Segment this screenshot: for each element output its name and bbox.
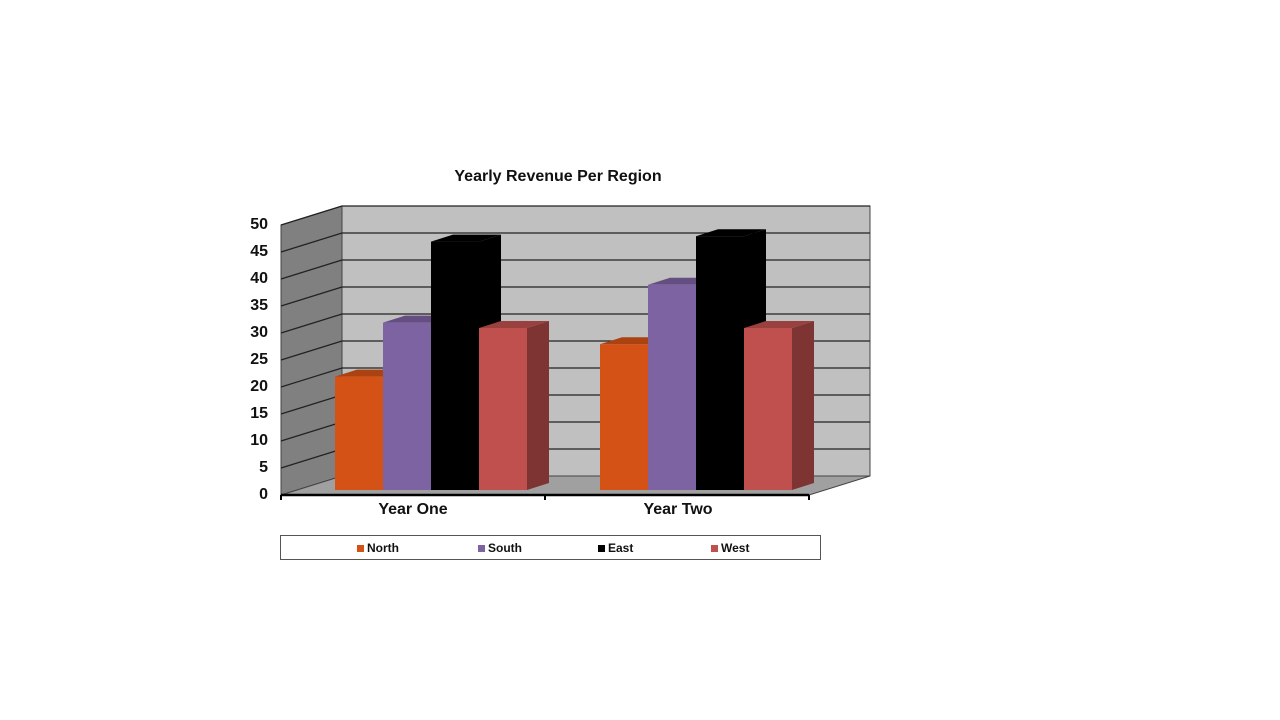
chart-title: Yearly Revenue Per Region [454, 168, 662, 185]
gridline-side [280, 232, 343, 253]
gridline-side [280, 205, 343, 226]
legend-label: South [488, 541, 522, 555]
gridline-side [280, 286, 343, 307]
bar-top-east [431, 234, 501, 242]
bar-side-west [792, 321, 814, 490]
y-tick-label: 45 [250, 243, 268, 260]
bar-east-0 [431, 241, 479, 490]
gridline-side [280, 340, 343, 361]
y-tick-label: 30 [250, 324, 268, 341]
legend-item-east: East [598, 541, 633, 555]
legend-item-north: North [357, 541, 399, 555]
legend-label: East [608, 541, 634, 555]
y-tick-label: 50 [250, 216, 268, 233]
x-category-label: Year Two [643, 501, 713, 518]
chart-legend: North South East West [280, 535, 821, 560]
bar-east-1 [696, 236, 744, 490]
y-tick-label: 20 [250, 378, 268, 395]
y-tick-label: 0 [259, 486, 268, 503]
bar-south-0 [383, 322, 431, 490]
y-tick-label: 25 [250, 351, 268, 368]
bar-west-1 [744, 328, 792, 490]
bar-top-west [744, 321, 814, 328]
bar-side-west [527, 321, 549, 490]
legend-label: North [367, 541, 399, 555]
gridline-side [280, 259, 343, 280]
gridline-side [280, 313, 343, 334]
bar-top-west [479, 321, 549, 328]
bar-north-0 [335, 376, 383, 490]
gridline-side [280, 367, 343, 388]
bar-south-1 [648, 284, 696, 490]
y-tick-label: 40 [250, 270, 268, 287]
legend-item-west: West [711, 541, 749, 555]
bar-north-1 [600, 344, 648, 490]
legend-swatch [711, 544, 718, 552]
legend-label: West [721, 541, 750, 555]
gridline-side [280, 448, 343, 469]
gridline-side [280, 421, 343, 442]
bar-west-0 [479, 328, 527, 490]
legend-swatch [598, 544, 605, 552]
y-tick-label: 35 [250, 297, 268, 314]
gridline-side [280, 394, 343, 415]
bar-top-east [696, 229, 766, 237]
legend-item-south: South [478, 541, 522, 555]
y-tick-label: 10 [250, 432, 268, 449]
x-category-label: Year One [378, 501, 448, 518]
y-tick-label: 5 [259, 459, 268, 476]
legend-swatch [357, 544, 364, 552]
y-tick-label: 15 [250, 405, 268, 422]
legend-swatch [478, 544, 485, 552]
